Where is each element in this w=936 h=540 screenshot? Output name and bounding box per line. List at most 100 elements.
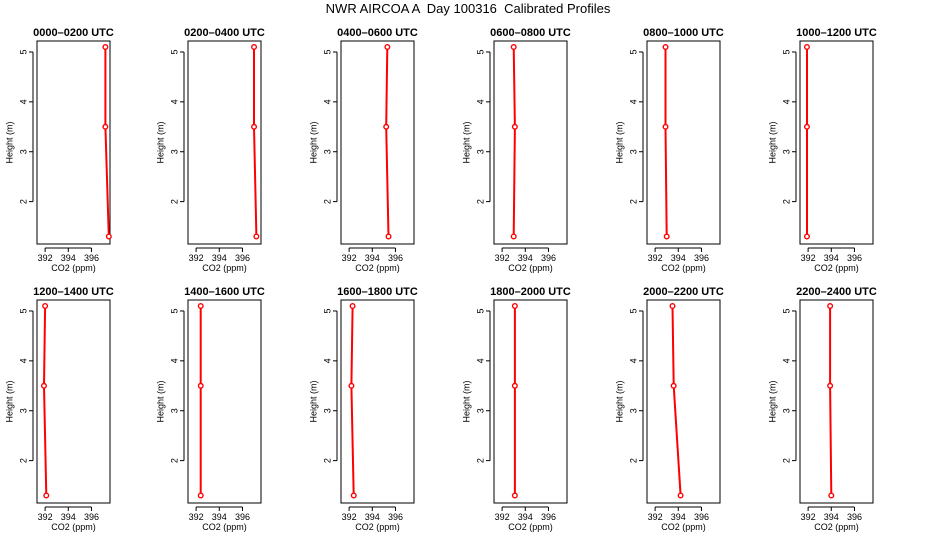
x-axis-label: CO2 (ppm) — [355, 263, 400, 273]
x-tick-label: 392 — [342, 253, 357, 263]
y-tick-label: 4 — [322, 99, 332, 104]
y-tick-label: 3 — [781, 408, 791, 413]
y-axis-label: Height (m) — [461, 380, 471, 422]
plot-frame — [187, 299, 262, 504]
y-tick-label: 2 — [628, 458, 638, 463]
y-tick-label: 2 — [322, 199, 332, 204]
y-tick-label: 5 — [169, 308, 179, 313]
x-tick-label: 396 — [84, 253, 99, 263]
y-tick-label: 3 — [628, 408, 638, 413]
x-axis-label: CO2 (ppm) — [508, 522, 553, 532]
y-tick-label: 5 — [781, 49, 791, 54]
y-tick-label: 5 — [18, 49, 28, 54]
y-tick-label: 4 — [169, 358, 179, 363]
x-axis-label: CO2 (ppm) — [202, 263, 247, 273]
data-point — [662, 43, 669, 50]
x-tick-label: 394 — [518, 253, 533, 263]
y-tick-label: 5 — [169, 49, 179, 54]
data-point — [803, 43, 810, 50]
x-axis-label: CO2 (ppm) — [814, 522, 859, 532]
x-tick-label: 396 — [84, 512, 99, 522]
panel-title: 0400–0600 UTC — [337, 27, 418, 39]
x-tick-label: 392 — [648, 512, 663, 522]
y-axis-label: Height (m) — [4, 380, 14, 422]
plot-frame — [340, 299, 415, 504]
x-tick-label: 394 — [824, 512, 839, 522]
y-tick-label: 5 — [475, 308, 485, 313]
x-tick-label: 392 — [189, 512, 204, 522]
data-point — [803, 123, 810, 130]
y-tick-label: 5 — [781, 308, 791, 313]
data-point — [662, 123, 669, 130]
x-tick-label: 396 — [694, 512, 709, 522]
data-point — [197, 382, 204, 389]
y-tick-label: 4 — [475, 99, 485, 104]
x-tick-label: 392 — [801, 253, 816, 263]
x-axis-label: CO2 (ppm) — [814, 263, 859, 273]
data-point — [105, 233, 112, 240]
data-point — [253, 233, 260, 240]
y-tick-label: 2 — [475, 199, 485, 204]
x-tick-label: 396 — [388, 253, 403, 263]
data-point — [511, 123, 518, 130]
panel-title: 1800–2000 UTC — [490, 286, 571, 298]
plot-frame — [799, 40, 874, 245]
x-tick-label: 396 — [847, 253, 862, 263]
y-axis-label: Height (m) — [308, 121, 318, 163]
data-point — [511, 382, 518, 389]
x-tick-label: 396 — [235, 512, 250, 522]
y-tick-label: 2 — [475, 458, 485, 463]
data-point — [102, 123, 109, 130]
x-axis-label: CO2 (ppm) — [51, 522, 96, 532]
panel-title: 0600–0800 UTC — [490, 27, 571, 39]
data-point — [827, 382, 834, 389]
y-tick-label: 2 — [781, 458, 791, 463]
data-point — [383, 123, 390, 130]
data-point — [251, 123, 258, 130]
y-tick-label: 3 — [628, 149, 638, 154]
x-tick-label: 394 — [212, 512, 227, 522]
profile-line — [829, 306, 833, 496]
y-tick-label: 2 — [781, 199, 791, 204]
y-tick-label: 4 — [475, 358, 485, 363]
data-point — [102, 43, 109, 50]
y-tick-label: 4 — [18, 99, 28, 104]
y-tick-label: 4 — [781, 358, 791, 363]
y-tick-label: 3 — [475, 408, 485, 413]
data-point — [669, 302, 676, 309]
x-tick-label: 392 — [801, 512, 816, 522]
data-point — [511, 302, 518, 309]
y-axis-label: Height (m) — [155, 121, 165, 163]
panel-title: 0000–0200 UTC — [33, 27, 114, 39]
x-tick-label: 396 — [847, 512, 862, 522]
y-tick-label: 3 — [781, 149, 791, 154]
data-point — [40, 382, 47, 389]
profile-line — [104, 47, 110, 237]
y-tick-label: 2 — [18, 458, 28, 463]
y-tick-label: 4 — [628, 358, 638, 363]
x-tick-label: 394 — [212, 253, 227, 263]
plot-frame — [646, 40, 721, 245]
y-tick-label: 4 — [628, 99, 638, 104]
y-tick-label: 5 — [628, 49, 638, 54]
data-point — [251, 43, 258, 50]
plot-frame — [646, 299, 721, 504]
plot-frame — [799, 299, 874, 504]
data-point — [677, 492, 684, 499]
y-tick-label: 3 — [169, 149, 179, 154]
data-point — [828, 492, 835, 499]
y-tick-label: 3 — [475, 149, 485, 154]
plot-frame — [493, 299, 568, 504]
profile-line — [385, 46, 390, 237]
x-axis-label: CO2 (ppm) — [661, 263, 706, 273]
y-tick-label: 2 — [18, 199, 28, 204]
y-axis-label: Height (m) — [767, 121, 777, 163]
y-tick-label: 3 — [18, 149, 28, 154]
y-tick-label: 3 — [322, 149, 332, 154]
plot-frame — [340, 40, 415, 245]
data-point — [349, 302, 356, 309]
y-tick-label: 5 — [322, 308, 332, 313]
